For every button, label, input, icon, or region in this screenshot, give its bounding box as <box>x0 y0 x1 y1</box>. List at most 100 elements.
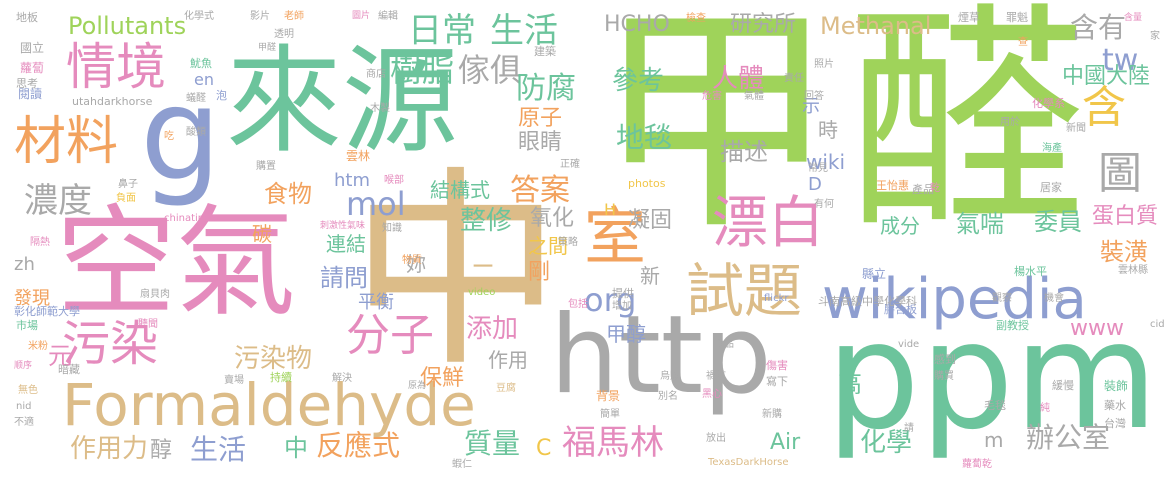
word-wuran: 污染 <box>62 316 159 372</box>
word-yuedu: 閱讀 <box>18 87 43 101</box>
word-yuanzi: 原子 <box>518 106 563 131</box>
word-shi: 室 <box>584 200 647 273</box>
word-houbu: 喉部 <box>384 175 404 186</box>
word-zhijian: 之間 <box>528 234 568 258</box>
word-zhaopian: 照片 <box>814 59 834 70</box>
word-ppm: ppm <box>826 290 1159 462</box>
word-jiegoushi: 結構式 <box>430 178 490 202</box>
word-yangshuiping: 楊水平 <box>1014 265 1047 278</box>
word-ditan: 地毯 <box>616 121 673 154</box>
word-cailiao: 材料 <box>14 112 119 172</box>
word-tw: tw <box>1102 43 1139 78</box>
word-yuan: 元 <box>48 342 72 370</box>
word-zengjia: 增加 <box>612 301 632 312</box>
word-huida: 回答 <box>804 91 824 102</box>
word-xiaren: 蝦仁 <box>452 459 472 470</box>
word-tex: TexasDarkHorse <box>708 457 789 468</box>
word-gouyuan: 購買 <box>934 371 954 382</box>
word-faxian: 發現 <box>14 288 50 309</box>
word-zuoyong: 作用 <box>488 348 528 372</box>
word-maotan: 毛毯 <box>984 399 1006 412</box>
word-nongdu: 濃度 <box>24 181 92 221</box>
word-wuzei: 烏賊 <box>660 371 680 382</box>
word-yanghua: 氧化 <box>530 206 575 231</box>
word-bangongshi: 辦公室 <box>1026 421 1111 454</box>
word-laiyuan: 來源 <box>226 34 458 169</box>
word-xin: 新 <box>640 264 660 288</box>
word-huaxue: 化學 <box>860 428 913 458</box>
word-lianjie: 連結 <box>326 232 366 256</box>
word-jia: 甲 <box>596 0 837 262</box>
word-suanjiao: 酸類 <box>186 127 206 138</box>
word-hcho: HCHO <box>604 12 670 37</box>
word-zhengxiu: 整修 <box>460 206 513 236</box>
word-hanyou: 含有 <box>1070 11 1127 44</box>
word-fumalin: 福馬林 <box>562 423 664 463</box>
word-zhanghua: 彰化師範大學 <box>14 305 80 318</box>
word-yunlin: 雲林 <box>346 149 371 163</box>
word-piaobai: 漂白 <box>712 191 824 256</box>
word-xingou: 新購 <box>762 409 782 420</box>
word-jiaquan-s: 甲醛 <box>258 43 277 53</box>
word-chixu: 持續 <box>270 371 292 384</box>
word-weiyuan: 委員 <box>1034 208 1082 236</box>
word-guoli: 國立 <box>20 41 45 55</box>
word-en: en <box>194 70 214 89</box>
word-m: m <box>984 428 1004 452</box>
word-c: C <box>536 436 552 461</box>
word-qichuan: 氣喘 <box>956 210 1004 238</box>
word-zhongxuan: 購置 <box>256 161 276 172</box>
word-changjian: 常見 <box>808 163 828 174</box>
word-bianji: 編輯 <box>378 11 398 22</box>
word-youhe: 有何 <box>814 199 834 210</box>
word-shipin: 食品 <box>714 339 734 350</box>
word-bieming: 別名 <box>658 391 678 402</box>
word-han: 含 <box>1082 82 1126 133</box>
word-gan: 乾 <box>930 183 940 194</box>
word-taiwan: 台灣 <box>1104 417 1126 430</box>
word-vide: vide <box>898 339 920 350</box>
word-xianli: 縣立 <box>862 267 887 281</box>
word-chengfen: 成分 <box>880 214 920 238</box>
word-zuixian: 罪魁 <box>1006 11 1028 24</box>
word-qing: 請 <box>904 423 914 434</box>
word-zhuanghuang: 裝潢 <box>1100 238 1148 266</box>
word-zhongguo: 中國大陸 <box>1062 64 1151 89</box>
word-fangchu: 放出 <box>706 433 726 444</box>
word-tu: 圖 <box>1098 148 1142 199</box>
word-budi: 不適 <box>14 417 34 428</box>
word-wikipedia: wikipedia <box>822 267 1087 332</box>
word-jihui: 機會 <box>1044 293 1064 304</box>
word-qiti: 氣體 <box>744 91 764 102</box>
word-tan: 碳 <box>252 222 272 246</box>
word-yingpian: 影片 <box>250 11 270 22</box>
word-xiaoban: 地板 <box>16 11 38 24</box>
word-wuranwu: 污染物 <box>234 344 313 374</box>
word-fangfu: 防腐 <box>516 71 576 106</box>
word-shenghuo-bottom: 生活 <box>190 433 247 466</box>
word-gang: 剛 <box>528 260 551 285</box>
word-er: 二 <box>470 260 497 290</box>
word-d: D <box>808 174 822 195</box>
word-zhishi: 知識 <box>382 223 402 234</box>
word-miaoshu: 描述 <box>720 138 768 166</box>
word-yanjiusuo: 研究所 <box>730 12 797 37</box>
word-shangdian: 商店 <box>366 69 386 80</box>
word-tigong: 提供 <box>612 287 634 300</box>
word-heixin: 黑心 <box>702 389 722 400</box>
word-htm: htm <box>334 170 370 191</box>
word-chinatimes: chinatimes <box>164 213 219 224</box>
word-jianzhu: 建築 <box>534 45 556 58</box>
word-laoshi: 老師 <box>284 11 304 22</box>
word-yaoshui: 藥水 <box>1104 399 1126 412</box>
word-pingheng: 平衡 <box>358 292 394 313</box>
word-huanman: 緩慢 <box>1052 379 1074 392</box>
word-gandao: 感到 <box>934 353 956 366</box>
word-shiwu: 食物 <box>264 180 312 208</box>
word-pollutants: Pollutants <box>68 12 187 40</box>
word-fujiaoshou: 副教授 <box>996 319 1029 332</box>
word-douhan: 斗南高級中學化學科 <box>818 295 917 308</box>
word-beijing: 背景 <box>596 389 621 403</box>
word-jiandan: 簡單 <box>600 409 620 420</box>
word-huaxuesi: 化學式 <box>184 11 214 22</box>
